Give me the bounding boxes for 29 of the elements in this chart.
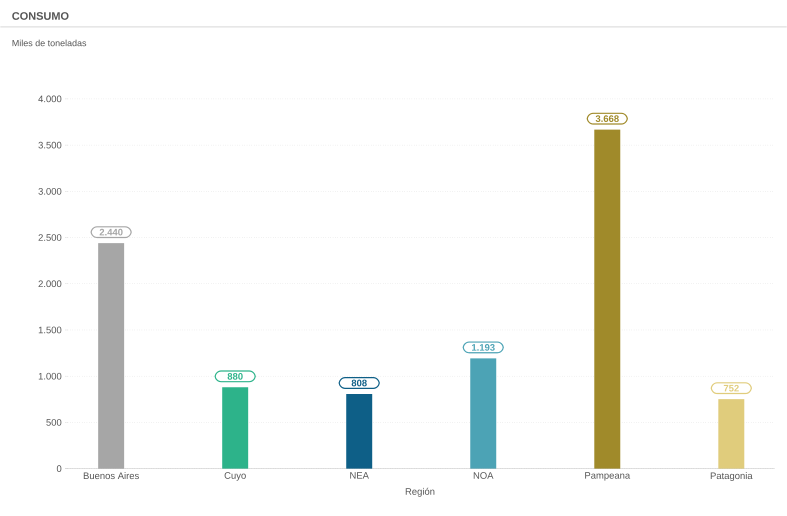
bar	[594, 130, 620, 469]
x-tick-label: NOA	[474, 472, 494, 480]
x-tick-label: NEA	[350, 472, 369, 479]
bar	[222, 387, 248, 469]
x-tick-label: Patagonia	[710, 472, 753, 482]
x-tick-label: Buenos Aires	[84, 472, 139, 480]
y-tick-label: 1.500	[38, 326, 62, 334]
x-tick-label: Cuyo	[224, 472, 246, 481]
y-tick-label: 0	[56, 465, 62, 472]
y-tick-label: 3.500	[38, 142, 62, 149]
chart-subtitle: Miles de toneladas	[12, 40, 86, 46]
data-label: 880	[228, 373, 243, 380]
data-label: 808	[352, 380, 367, 387]
y-tick-label: 4.000	[38, 96, 62, 102]
y-tick-label: 2.500	[38, 234, 62, 242]
bar	[470, 358, 496, 469]
y-tick-label: 1.000	[38, 373, 62, 380]
data-label: 2.440	[100, 229, 123, 236]
bar	[718, 399, 744, 469]
y-tick-label: 3.000	[38, 188, 62, 195]
bar	[346, 394, 372, 469]
chart-title: CONSUMO	[12, 12, 69, 20]
data-label: 3.668	[596, 115, 619, 122]
y-tick-label: 500	[46, 419, 62, 426]
data-label: 752	[724, 385, 739, 392]
x-axis-title: Región	[406, 488, 434, 497]
x-tick-label: Pampeana	[585, 472, 630, 481]
y-tick-label: 2.000	[38, 280, 62, 288]
data-label: 1.193	[472, 344, 495, 351]
